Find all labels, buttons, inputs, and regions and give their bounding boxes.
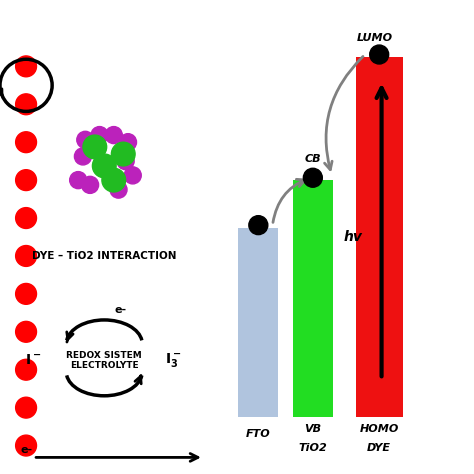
Circle shape [102, 168, 126, 192]
Circle shape [91, 127, 108, 144]
Text: $\mathbf{I^-}$: $\mathbf{I^-}$ [25, 353, 41, 367]
Circle shape [16, 132, 36, 153]
Circle shape [16, 397, 36, 418]
Circle shape [16, 94, 36, 115]
Circle shape [16, 283, 36, 304]
Circle shape [16, 246, 36, 266]
Circle shape [111, 142, 135, 166]
Text: hv: hv [344, 230, 363, 244]
Text: FTO: FTO [246, 429, 271, 439]
Bar [238, 228, 279, 417]
Text: e-: e- [115, 305, 127, 316]
Circle shape [70, 172, 87, 189]
Text: CB: CB [304, 154, 321, 164]
Circle shape [16, 208, 36, 228]
Circle shape [83, 135, 107, 159]
Circle shape [77, 131, 94, 148]
Circle shape [16, 321, 36, 342]
Text: REDOX SISTEM
ELECTROLYTE: REDOX SISTEM ELECTROLYTE [66, 351, 142, 370]
Circle shape [16, 170, 36, 191]
Text: TiO2: TiO2 [299, 443, 327, 453]
Circle shape [249, 216, 268, 235]
Circle shape [16, 435, 36, 456]
Circle shape [92, 154, 116, 178]
Text: HOMO: HOMO [359, 424, 399, 434]
Text: DYE: DYE [367, 443, 391, 453]
Circle shape [110, 181, 127, 198]
Bar [356, 57, 403, 417]
Text: LUMO: LUMO [356, 33, 392, 43]
Circle shape [74, 148, 91, 165]
Text: DYE – TiO2 INTERACTION: DYE – TiO2 INTERACTION [32, 251, 176, 261]
Circle shape [303, 168, 322, 187]
Circle shape [119, 134, 137, 151]
Text: e-: e- [20, 445, 32, 456]
Circle shape [16, 56, 36, 77]
Circle shape [16, 359, 36, 380]
Text: VB: VB [304, 424, 321, 434]
Circle shape [82, 176, 99, 193]
Bar [293, 180, 333, 417]
Circle shape [124, 167, 141, 184]
Circle shape [117, 153, 134, 170]
Circle shape [370, 45, 389, 64]
Circle shape [105, 127, 122, 144]
Text: $\mathbf{I_3^-}$: $\mathbf{I_3^-}$ [165, 351, 181, 369]
